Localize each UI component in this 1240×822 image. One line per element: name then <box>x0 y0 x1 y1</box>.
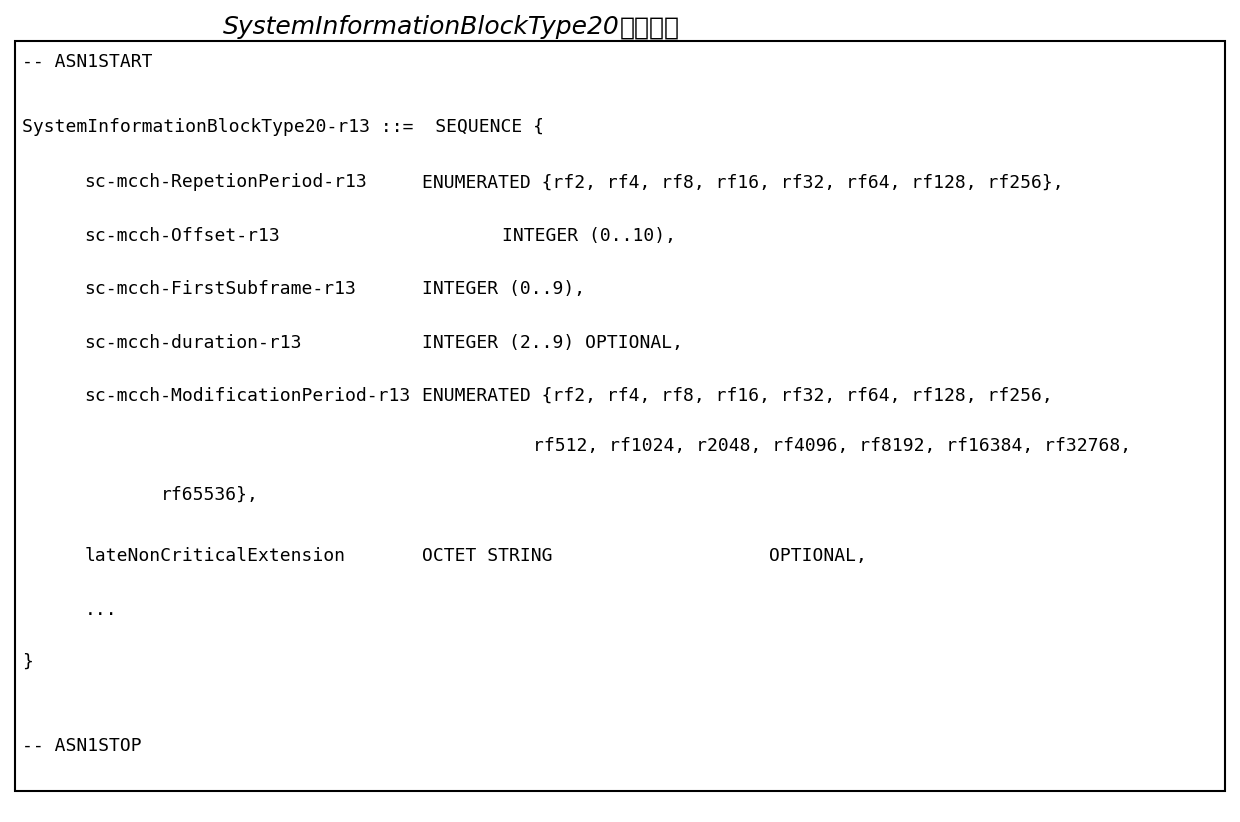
Text: SystemInformationBlockType20: SystemInformationBlockType20 <box>223 15 620 39</box>
Text: INTEGER (2..9) OPTIONAL,: INTEGER (2..9) OPTIONAL, <box>422 334 682 352</box>
Text: rf65536},: rf65536}, <box>161 486 259 504</box>
Text: sc-mcch-duration-r13: sc-mcch-duration-r13 <box>84 334 301 352</box>
Text: 信息元素: 信息元素 <box>620 15 680 39</box>
Text: SystemInformationBlockType20-r13 ::=  SEQUENCE {: SystemInformationBlockType20-r13 ::= SEQ… <box>22 118 544 136</box>
FancyBboxPatch shape <box>15 41 1225 791</box>
Text: }: } <box>22 653 33 671</box>
Text: ...: ... <box>84 601 117 619</box>
Text: ENUMERATED {rf2, rf4, rf8, rf16, rf32, rf64, rf128, rf256},: ENUMERATED {rf2, rf4, rf8, rf16, rf32, r… <box>422 173 1063 192</box>
Text: OCTET STRING: OCTET STRING <box>422 547 552 566</box>
Text: sc-mcch-Offset-r13: sc-mcch-Offset-r13 <box>84 227 280 245</box>
Text: lateNonCriticalExtension: lateNonCriticalExtension <box>84 547 345 566</box>
Text: -- ASN1START: -- ASN1START <box>22 53 153 71</box>
Text: sc-mcch-ModificationPeriod-r13: sc-mcch-ModificationPeriod-r13 <box>84 387 410 405</box>
Text: rf512, rf1024, r2048, rf4096, rf8192, rf16384, rf32768,: rf512, rf1024, r2048, rf4096, rf8192, rf… <box>533 436 1131 455</box>
Text: INTEGER (0..10),: INTEGER (0..10), <box>502 227 676 245</box>
Text: INTEGER (0..9),: INTEGER (0..9), <box>422 280 585 298</box>
Text: ENUMERATED {rf2, rf4, rf8, rf16, rf32, rf64, rf128, rf256,: ENUMERATED {rf2, rf4, rf8, rf16, rf32, r… <box>422 387 1053 405</box>
Text: sc-mcch-FirstSubframe-r13: sc-mcch-FirstSubframe-r13 <box>84 280 356 298</box>
Text: -- ASN1STOP: -- ASN1STOP <box>22 737 141 755</box>
Text: OPTIONAL,: OPTIONAL, <box>769 547 867 566</box>
Text: sc-mcch-RepetionPeriod-r13: sc-mcch-RepetionPeriod-r13 <box>84 173 367 192</box>
